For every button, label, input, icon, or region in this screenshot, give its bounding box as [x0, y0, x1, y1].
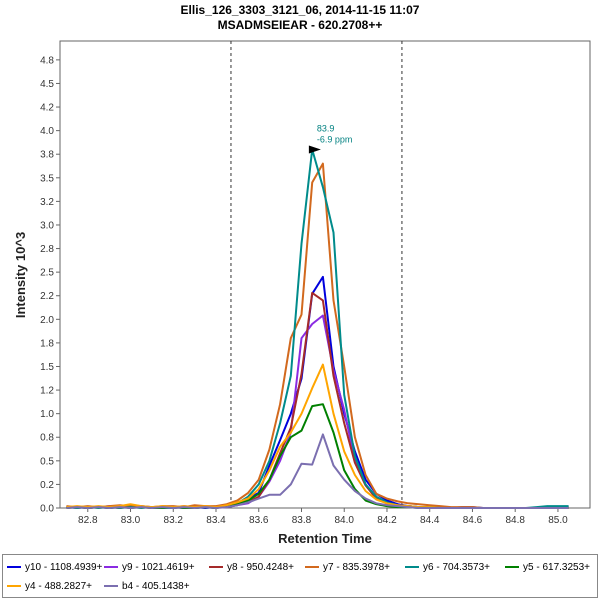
- x-tick-label: 83.0: [121, 515, 141, 526]
- legend-label: y8 - 950.4248+: [227, 561, 294, 573]
- legend-swatch: [505, 566, 519, 568]
- legend-item-y6: y6 - 704.3573+: [405, 559, 490, 575]
- x-tick-label: 84.6: [463, 515, 483, 526]
- legend-item-y7: y7 - 835.3978+: [305, 559, 390, 575]
- y-tick-label: 1.0: [40, 409, 54, 420]
- legend-item-y8: y8 - 950.4248+: [209, 559, 294, 575]
- series-line-b4: [66, 433, 569, 509]
- legend-swatch: [7, 566, 21, 568]
- peak-marker-arrow: [308, 145, 321, 154]
- peak-annotation-rt: 83.9: [317, 123, 335, 133]
- legend-item-y9: y9 - 1021.4619+: [104, 559, 195, 575]
- y-tick-label: 0.0: [40, 504, 54, 515]
- legend-label: y5 - 617.3253+: [523, 561, 590, 573]
- y-tick-label: 2.5: [40, 268, 54, 279]
- legend-item-y5: y5 - 617.3253+: [505, 559, 590, 575]
- y-tick-label: 4.0: [40, 126, 54, 137]
- legend-label: y9 - 1021.4619+: [122, 561, 195, 573]
- x-tick-label: 83.8: [292, 515, 312, 526]
- legend-swatch: [405, 566, 419, 568]
- y-tick-label: 2.8: [40, 244, 54, 255]
- y-tick-label: 1.5: [40, 362, 54, 373]
- x-tick-label: 84.4: [420, 515, 440, 526]
- legend-label: y6 - 704.3573+: [423, 561, 490, 573]
- y-tick-label: 3.8: [40, 150, 54, 161]
- legend-label: y10 - 1108.4939+: [25, 561, 103, 573]
- legend-label: y4 - 488.2827+: [25, 580, 92, 592]
- x-axis-title: Retention Time: [278, 531, 372, 546]
- y-tick-label: 0.5: [40, 456, 54, 467]
- legend-item-y4: y4 - 488.2827+: [7, 578, 92, 594]
- y-tick-label: 4.5: [40, 79, 54, 90]
- y-tick-label: 3.5: [40, 173, 54, 184]
- legend-swatch: [7, 585, 21, 587]
- y-tick-label: 2.0: [40, 315, 54, 326]
- x-tick-label: 84.2: [377, 515, 397, 526]
- legend-swatch: [104, 566, 118, 568]
- legend-swatch: [209, 566, 223, 568]
- legend-swatch: [305, 566, 319, 568]
- y-axis-title: Intensity 10^3: [13, 232, 28, 318]
- x-tick-label: 82.8: [78, 515, 98, 526]
- plot-area: [59, 40, 591, 509]
- y-tick-label: 2.2: [40, 291, 54, 302]
- x-tick-label: 84.0: [334, 515, 354, 526]
- legend-item-y10: y10 - 1108.4939+: [7, 559, 102, 575]
- legend-item-b4: b4 - 405.1438+: [104, 578, 190, 594]
- x-tick-label: 83.6: [249, 515, 269, 526]
- chart-legend: y10 - 1108.4939+ y9 - 1021.4619+ y8 - 950.…: [2, 554, 598, 598]
- legend-label: y7 - 835.3978+: [323, 561, 390, 573]
- y-tick-label: 4.8: [40, 55, 54, 66]
- legend-swatch: [104, 585, 118, 587]
- x-tick-label: 85.0: [548, 515, 568, 526]
- y-tick-label: 3.0: [40, 220, 54, 231]
- x-tick-label: 83.4: [206, 515, 226, 526]
- legend-label: b4 - 405.1438+: [122, 580, 190, 592]
- y-tick-label: 0.2: [40, 480, 54, 491]
- y-tick-label: 1.8: [40, 338, 54, 349]
- chart-title: Ellis_126_3303_3121_06, 2014-11-15 11:07: [181, 3, 420, 17]
- y-tick-label: 3.2: [40, 197, 54, 208]
- x-tick-label: 84.8: [505, 515, 525, 526]
- y-tick-label: 4.2: [40, 103, 54, 114]
- y-tick-label: 0.8: [40, 433, 54, 444]
- y-tick-label: 1.2: [40, 386, 54, 397]
- peak-annotation-ppm: -6.9 ppm: [317, 134, 353, 144]
- chart-subtitle: MSADMSEIEAR - 620.2708++: [218, 18, 383, 32]
- x-tick-label: 83.2: [164, 515, 184, 526]
